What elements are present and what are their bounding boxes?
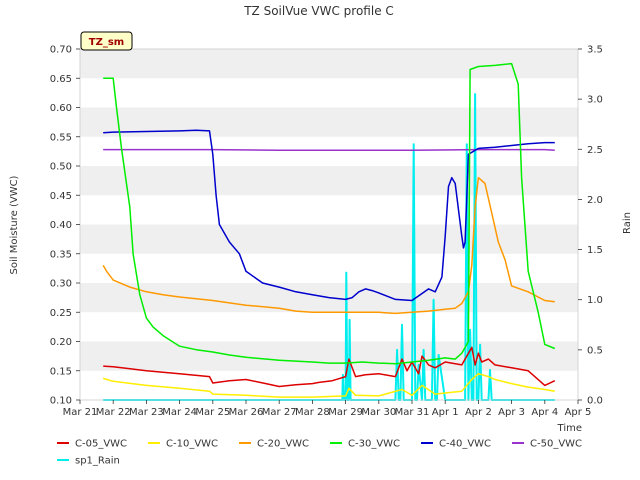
legend-item: C-10_VWC <box>148 439 218 450</box>
grid-band <box>80 224 578 254</box>
y2-tick-label: 1.0 <box>587 295 603 306</box>
x-tick-label: Mar 27 <box>262 407 297 418</box>
series-line-c-40-vwc <box>103 129 555 302</box>
x-tick-label: Mar 29 <box>328 407 363 418</box>
y-tick-label: 0.65 <box>50 74 72 85</box>
y2-tick-label: 3.5 <box>587 45 603 56</box>
legend-item: C-20_VWC <box>239 439 309 450</box>
series-line-c-10-vwc <box>102 372 555 398</box>
y2-tick-label: 3.0 <box>587 95 603 106</box>
grid-band <box>80 107 578 137</box>
series-line-c-20-vwc <box>102 176 555 315</box>
legend-item: C-40_VWC <box>421 439 491 450</box>
series-line-c-50-vwc <box>103 148 555 151</box>
y-tick-label: 0.20 <box>50 337 72 348</box>
site-badge: TZ_sm <box>80 31 133 51</box>
x-tick-label: Mar 26 <box>229 407 264 418</box>
x-tick-label: Mar 25 <box>195 407 230 418</box>
y-tick-label: 0.55 <box>50 132 72 143</box>
x-tick-label: Apr 4 <box>531 407 558 418</box>
x-axis-label: Time <box>557 423 582 434</box>
y-tick-label: 0.40 <box>50 220 72 231</box>
grid-band <box>80 312 578 342</box>
y2-tick-label: 0.5 <box>587 345 603 356</box>
plot-background-bands <box>80 49 578 400</box>
x-tick-label: Mar 21 <box>63 407 98 418</box>
site-badge-box <box>80 31 133 51</box>
y2-tick-label: 2.0 <box>587 195 603 206</box>
x-tick-label: Mar 30 <box>361 407 396 418</box>
y-tick-label: 0.50 <box>50 162 72 173</box>
grid-band <box>80 253 578 283</box>
grid-band <box>80 166 578 196</box>
y-tick-label: 0.60 <box>50 103 72 114</box>
grid-band <box>80 370 578 400</box>
legend-label: C-40_VWC <box>439 439 491 450</box>
legend-label: C-20_VWC <box>257 439 309 450</box>
legend-label: C-50_VWC <box>530 439 582 450</box>
y-tick-label: 0.45 <box>50 191 72 202</box>
legend: C-05_VWC C-10_VWC C-20_VWC C-30_VWC C-40_VWC… <box>57 439 582 467</box>
y2-axis-label: Rain <box>622 212 633 234</box>
legend-label: C-10_VWC <box>166 439 218 450</box>
y-axis-label: Soil Moisture (VWC) <box>9 175 20 274</box>
x-tick-label: Mar 24 <box>162 407 197 418</box>
site-badge-label: TZ_sm <box>89 37 124 48</box>
chart-title: TZ SoilVue VWC profile C <box>243 4 394 18</box>
x-tick-label: Apr 1 <box>432 407 459 418</box>
grid-band <box>80 49 578 79</box>
x-tick-label: Apr 5 <box>565 407 592 418</box>
legend-label: sp1_Rain <box>75 456 120 467</box>
legend-item: C-30_VWC <box>330 439 400 450</box>
x-tick-label: Apr 3 <box>498 407 525 418</box>
legend-item: C-05_VWC <box>57 439 127 450</box>
grid-band <box>80 78 578 108</box>
y-tick-label: 0.15 <box>50 366 72 377</box>
x-tick-label: Mar 31 <box>395 407 430 418</box>
y-tick-label: 0.25 <box>50 308 72 319</box>
y-tick-label: 0.30 <box>50 279 72 290</box>
y2-tick-label: 0.0 <box>587 396 603 407</box>
y-tick-label: 0.10 <box>50 396 72 407</box>
legend-label: C-30_VWC <box>348 439 400 450</box>
y2-tick-label: 1.5 <box>587 245 603 256</box>
x-tick-label: Mar 28 <box>295 407 330 418</box>
series-line-c-30-vwc <box>103 62 556 365</box>
x-tick-label: Mar 23 <box>129 407 164 418</box>
legend-label: C-05_VWC <box>75 439 127 450</box>
y-tick-label: 0.35 <box>50 249 72 260</box>
x-tick-label: Apr 2 <box>465 407 492 418</box>
legend-item: sp1_Rain <box>57 456 120 467</box>
legend-item: C-50_VWC <box>512 439 582 450</box>
y2-tick-label: 2.5 <box>587 145 603 156</box>
grid-band <box>80 341 578 371</box>
y-tick-label: 0.70 <box>50 45 72 56</box>
series-line-c-05-vwc <box>103 346 556 388</box>
grid-band <box>80 136 578 166</box>
grid-band <box>80 195 578 225</box>
x-tick-label: Mar 22 <box>96 407 131 418</box>
